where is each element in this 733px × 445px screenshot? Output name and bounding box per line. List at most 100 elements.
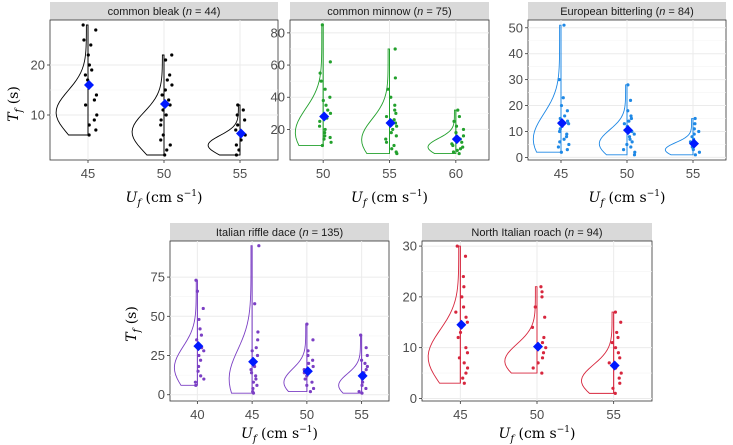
data-point	[454, 310, 458, 314]
data-point	[531, 366, 535, 370]
violin-half	[283, 323, 308, 393]
data-point	[305, 322, 309, 326]
mean-marker	[557, 118, 567, 129]
data-point	[613, 310, 618, 314]
y-tick-label: 20	[403, 289, 417, 304]
y-tick-label: 20	[31, 58, 45, 73]
data-point	[82, 38, 86, 42]
data-point	[391, 127, 395, 132]
data-point	[324, 103, 328, 107]
data-point	[236, 123, 240, 127]
data-point	[89, 43, 93, 47]
data-point	[306, 349, 310, 353]
data-point	[234, 153, 239, 157]
data-point	[452, 119, 456, 123]
data-point	[237, 148, 241, 152]
data-point	[94, 28, 98, 32]
panel-title: Italian riffle dace (n = 135)	[216, 227, 343, 239]
data-point	[359, 358, 364, 362]
data-point	[557, 129, 562, 134]
data-point	[544, 346, 548, 350]
data-point	[455, 244, 459, 248]
data-point	[393, 47, 397, 51]
data-point	[256, 330, 260, 334]
data-point	[241, 108, 245, 112]
violin-half	[294, 24, 324, 146]
mean-marker	[623, 125, 633, 136]
data-point	[462, 285, 466, 289]
data-point	[323, 87, 327, 91]
data-point	[87, 63, 91, 67]
data-point	[622, 122, 626, 126]
data-point	[615, 330, 619, 335]
x-axis-label: Uf (cm s−1)	[351, 189, 428, 209]
data-point	[393, 108, 397, 112]
data-point	[164, 113, 168, 117]
data-point	[465, 366, 470, 370]
data-point	[318, 71, 322, 75]
violin-half	[228, 245, 253, 394]
data-point	[395, 151, 399, 156]
data-point	[328, 111, 333, 115]
data-point	[308, 389, 313, 394]
data-point	[540, 295, 544, 299]
data-point	[193, 380, 198, 384]
data-point	[454, 124, 459, 128]
data-point	[326, 108, 330, 112]
data-point	[456, 335, 460, 340]
data-point	[451, 143, 455, 148]
data-point	[364, 386, 368, 391]
data-point	[202, 377, 206, 381]
data-point	[197, 317, 201, 322]
data-point	[319, 79, 323, 83]
data-point	[530, 325, 535, 329]
data-point	[329, 140, 333, 144]
data-point	[697, 150, 702, 154]
data-point	[160, 93, 164, 97]
data-point	[92, 118, 96, 122]
data-point	[201, 306, 205, 311]
data-point	[159, 118, 163, 122]
data-point	[195, 338, 199, 342]
data-point	[255, 383, 259, 387]
x-tick-label: 55	[233, 166, 247, 181]
data-point	[558, 127, 562, 131]
data-point	[562, 137, 566, 141]
strip-header	[422, 223, 652, 241]
data-point	[454, 131, 458, 135]
data-point	[692, 127, 696, 131]
data-point	[619, 320, 623, 324]
mean-marker	[193, 341, 204, 352]
data-point	[630, 140, 634, 144]
data-point	[86, 53, 90, 57]
violin-half	[427, 109, 457, 155]
data-point	[462, 381, 466, 385]
data-point	[83, 73, 88, 77]
mean-marker	[84, 80, 94, 90]
data-point	[540, 371, 544, 375]
data-point	[628, 137, 632, 141]
data-point	[697, 129, 701, 134]
data-point	[87, 123, 91, 127]
x-tick-label: 50	[157, 166, 171, 181]
data-point	[461, 274, 465, 279]
data-point	[310, 380, 314, 384]
data-point	[84, 103, 88, 107]
data-point	[254, 374, 258, 378]
data-point	[461, 127, 466, 132]
data-point	[556, 145, 561, 149]
data-point	[317, 124, 322, 128]
data-point	[562, 23, 566, 27]
data-point	[318, 119, 322, 123]
data-point	[360, 391, 364, 395]
data-point	[365, 353, 369, 358]
data-point	[163, 153, 167, 157]
panel-frame	[169, 240, 390, 402]
data-point	[320, 23, 324, 27]
y-tick-label: 25	[151, 348, 165, 363]
y-tick-label: 20	[509, 98, 523, 113]
y-tick-label: 40	[509, 46, 523, 61]
y-tick-label: 50	[509, 20, 523, 35]
violin-half	[338, 334, 363, 394]
data-point	[632, 153, 637, 157]
